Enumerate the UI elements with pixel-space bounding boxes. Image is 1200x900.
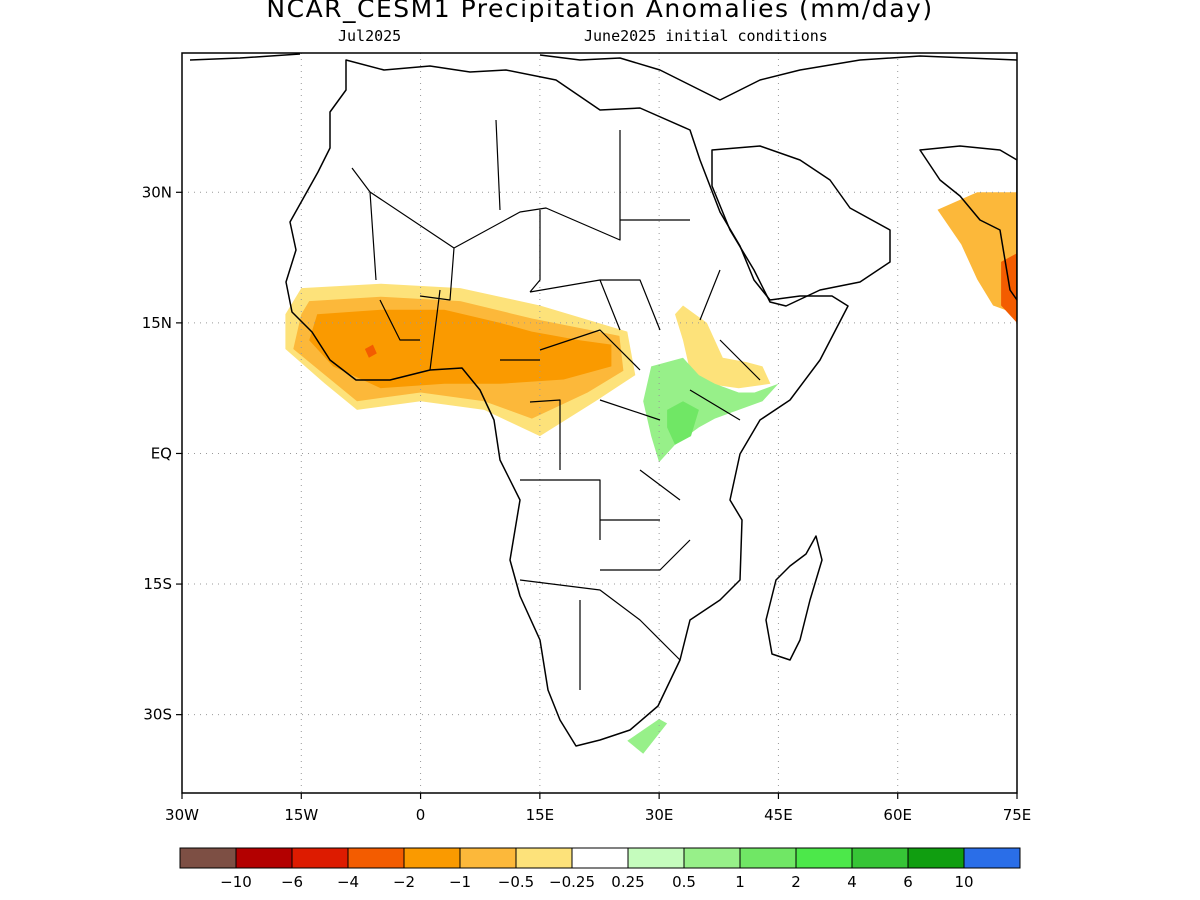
longitude-tick-label: 45E bbox=[764, 806, 793, 824]
colorbar-swatch bbox=[683, 847, 741, 869]
colorbar-label: −0.25 bbox=[549, 873, 595, 891]
colorbar-swatch bbox=[851, 847, 909, 869]
longitude-tick-label: 60E bbox=[883, 806, 912, 824]
arabia-coastline bbox=[711, 145, 891, 307]
africa-coastline bbox=[285, 59, 849, 747]
plot-frame bbox=[181, 52, 1018, 794]
chart-title: NCAR_CESM1 Precipitation Anomalies (mm/d… bbox=[266, 0, 934, 23]
country-borders bbox=[351, 119, 761, 690]
colorbar-label: 2 bbox=[791, 873, 801, 891]
colorbar-label: 0.25 bbox=[611, 873, 644, 891]
anomaly-region bbox=[309, 309, 612, 389]
longitude-tick-label: 75E bbox=[1003, 806, 1032, 824]
colorbar-swatch bbox=[907, 847, 965, 869]
colorbar-label: 4 bbox=[847, 873, 857, 891]
colorbar-swatch bbox=[459, 847, 517, 869]
colorbar-label: 6 bbox=[903, 873, 913, 891]
colorbar-label: 1 bbox=[735, 873, 745, 891]
colorbar-swatch bbox=[291, 847, 349, 869]
initial-conditions-label: June2025 initial conditions bbox=[584, 27, 828, 45]
anomaly-region bbox=[364, 344, 377, 358]
colorbar-label: −10 bbox=[220, 873, 252, 891]
colorbar-swatch bbox=[795, 847, 853, 869]
colorbar-swatch bbox=[739, 847, 797, 869]
month-label: Jul2025 bbox=[338, 27, 402, 45]
longitude-tick-label: 15E bbox=[526, 806, 555, 824]
colorbar-swatch bbox=[403, 847, 461, 869]
anomaly-region bbox=[937, 192, 1017, 315]
colorbar-label: −6 bbox=[281, 873, 303, 891]
anomaly-region bbox=[675, 305, 771, 389]
colorbar-swatch bbox=[347, 847, 405, 869]
colorbar-label: 0.5 bbox=[672, 873, 696, 891]
colorbar-swatch bbox=[627, 847, 685, 869]
anomaly-region bbox=[667, 401, 699, 445]
mediterranean-coastline bbox=[189, 53, 1017, 101]
longitude-tick-label: 30W bbox=[165, 806, 199, 824]
longitude-tick-label: 30E bbox=[645, 806, 674, 824]
colorbar-swatch bbox=[571, 847, 629, 869]
madagascar-coastline bbox=[765, 535, 823, 661]
latitude-tick-label: 15S bbox=[143, 575, 172, 593]
colorbar-swatch bbox=[179, 847, 237, 869]
latitude-tick-label: 15N bbox=[142, 314, 172, 332]
colorbar-swatch bbox=[515, 847, 573, 869]
colorbar-label: −2 bbox=[393, 873, 415, 891]
india-coastline bbox=[919, 145, 1017, 301]
latitude-tick-label: 30S bbox=[143, 706, 172, 724]
longitude-tick-label: 15W bbox=[284, 806, 318, 824]
latitude-tick-label: 30N bbox=[142, 183, 172, 201]
colorbar-label: −0.5 bbox=[498, 873, 534, 891]
colorbar-label: −1 bbox=[449, 873, 471, 891]
longitude-tick-label: 0 bbox=[416, 806, 426, 824]
colorbar-swatch bbox=[235, 847, 293, 869]
colorbar-label: −4 bbox=[337, 873, 359, 891]
latitude-tick-label: EQ bbox=[151, 444, 172, 462]
anomaly-region bbox=[627, 719, 668, 754]
colorbar-label: 10 bbox=[954, 873, 973, 891]
colorbar-swatch bbox=[963, 847, 1021, 869]
